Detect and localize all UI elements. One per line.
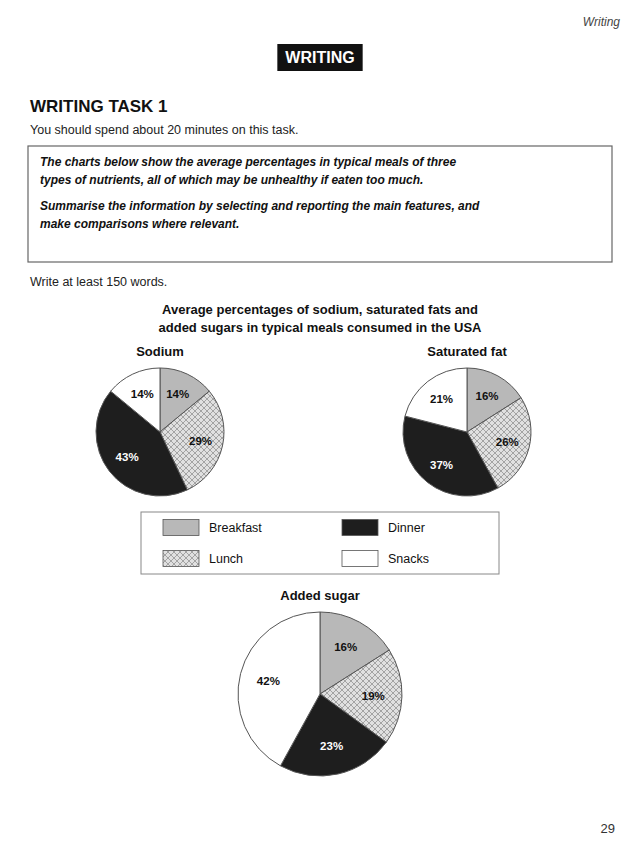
pie-title: Sodium	[136, 344, 184, 359]
task-instruction: You should spend about 20 minutes on thi…	[30, 123, 298, 137]
banner-background	[277, 44, 362, 71]
legend-label: Breakfast	[209, 521, 262, 535]
legend-swatch	[342, 551, 378, 567]
pie-slice	[238, 612, 320, 766]
pie-chart: Added sugar 16% 19% 23% 42%	[238, 588, 402, 776]
legend-label: Dinner	[388, 521, 425, 535]
pie-slice	[405, 368, 467, 432]
page: Writing WRITING WRITING TASK 1 You should s…	[0, 0, 640, 847]
legend: Breakfast Lunch Dinner Snacks	[141, 512, 499, 574]
legend-frame	[141, 512, 499, 574]
data-label: 14%	[131, 388, 154, 400]
data-label: 16%	[476, 390, 499, 402]
pie-chart: Sodium 14% 29% 43% 14%	[96, 344, 224, 496]
data-label: 37%	[430, 459, 453, 471]
legend-label: Snacks	[388, 552, 429, 566]
legend-swatch	[342, 520, 378, 536]
data-label: 14%	[166, 388, 189, 400]
pie-chart: Saturated fat 16% 26% 37% 21%	[403, 344, 531, 496]
data-label: 23%	[320, 740, 343, 752]
data-label: 19%	[362, 690, 385, 702]
section-banner: WRITING	[277, 44, 362, 71]
data-label: 21%	[430, 393, 453, 405]
legend-swatch	[163, 520, 199, 536]
data-label: 29%	[189, 435, 212, 447]
task-box	[28, 146, 612, 262]
pie-slice	[111, 368, 160, 432]
data-label: 16%	[334, 641, 357, 653]
word-count-note: Write at least 150 words.	[30, 275, 167, 289]
legend-label: Lunch	[209, 552, 243, 566]
chart-title: Average percentages of sodium, saturated…	[162, 302, 478, 317]
task-description: The charts below show the average percen…	[40, 155, 456, 169]
data-label: 43%	[116, 451, 139, 463]
chart-title: added sugars in typical meals consumed i…	[159, 320, 483, 335]
page-number: 29	[601, 821, 615, 836]
data-label: 26%	[496, 436, 519, 448]
page-header: Writing	[583, 15, 621, 29]
legend-swatch	[163, 551, 199, 567]
section-title: WRITING	[285, 49, 354, 66]
task-description: Summarise the information by selecting a…	[40, 199, 480, 213]
pie-title: Saturated fat	[427, 344, 507, 359]
task-title: WRITING TASK 1	[30, 97, 168, 116]
task-description: make comparisons where relevant.	[40, 217, 239, 231]
data-label: 42%	[257, 675, 280, 687]
pie-title: Added sugar	[280, 588, 359, 603]
task-description: types of nutrients, all of which may be …	[40, 173, 423, 187]
